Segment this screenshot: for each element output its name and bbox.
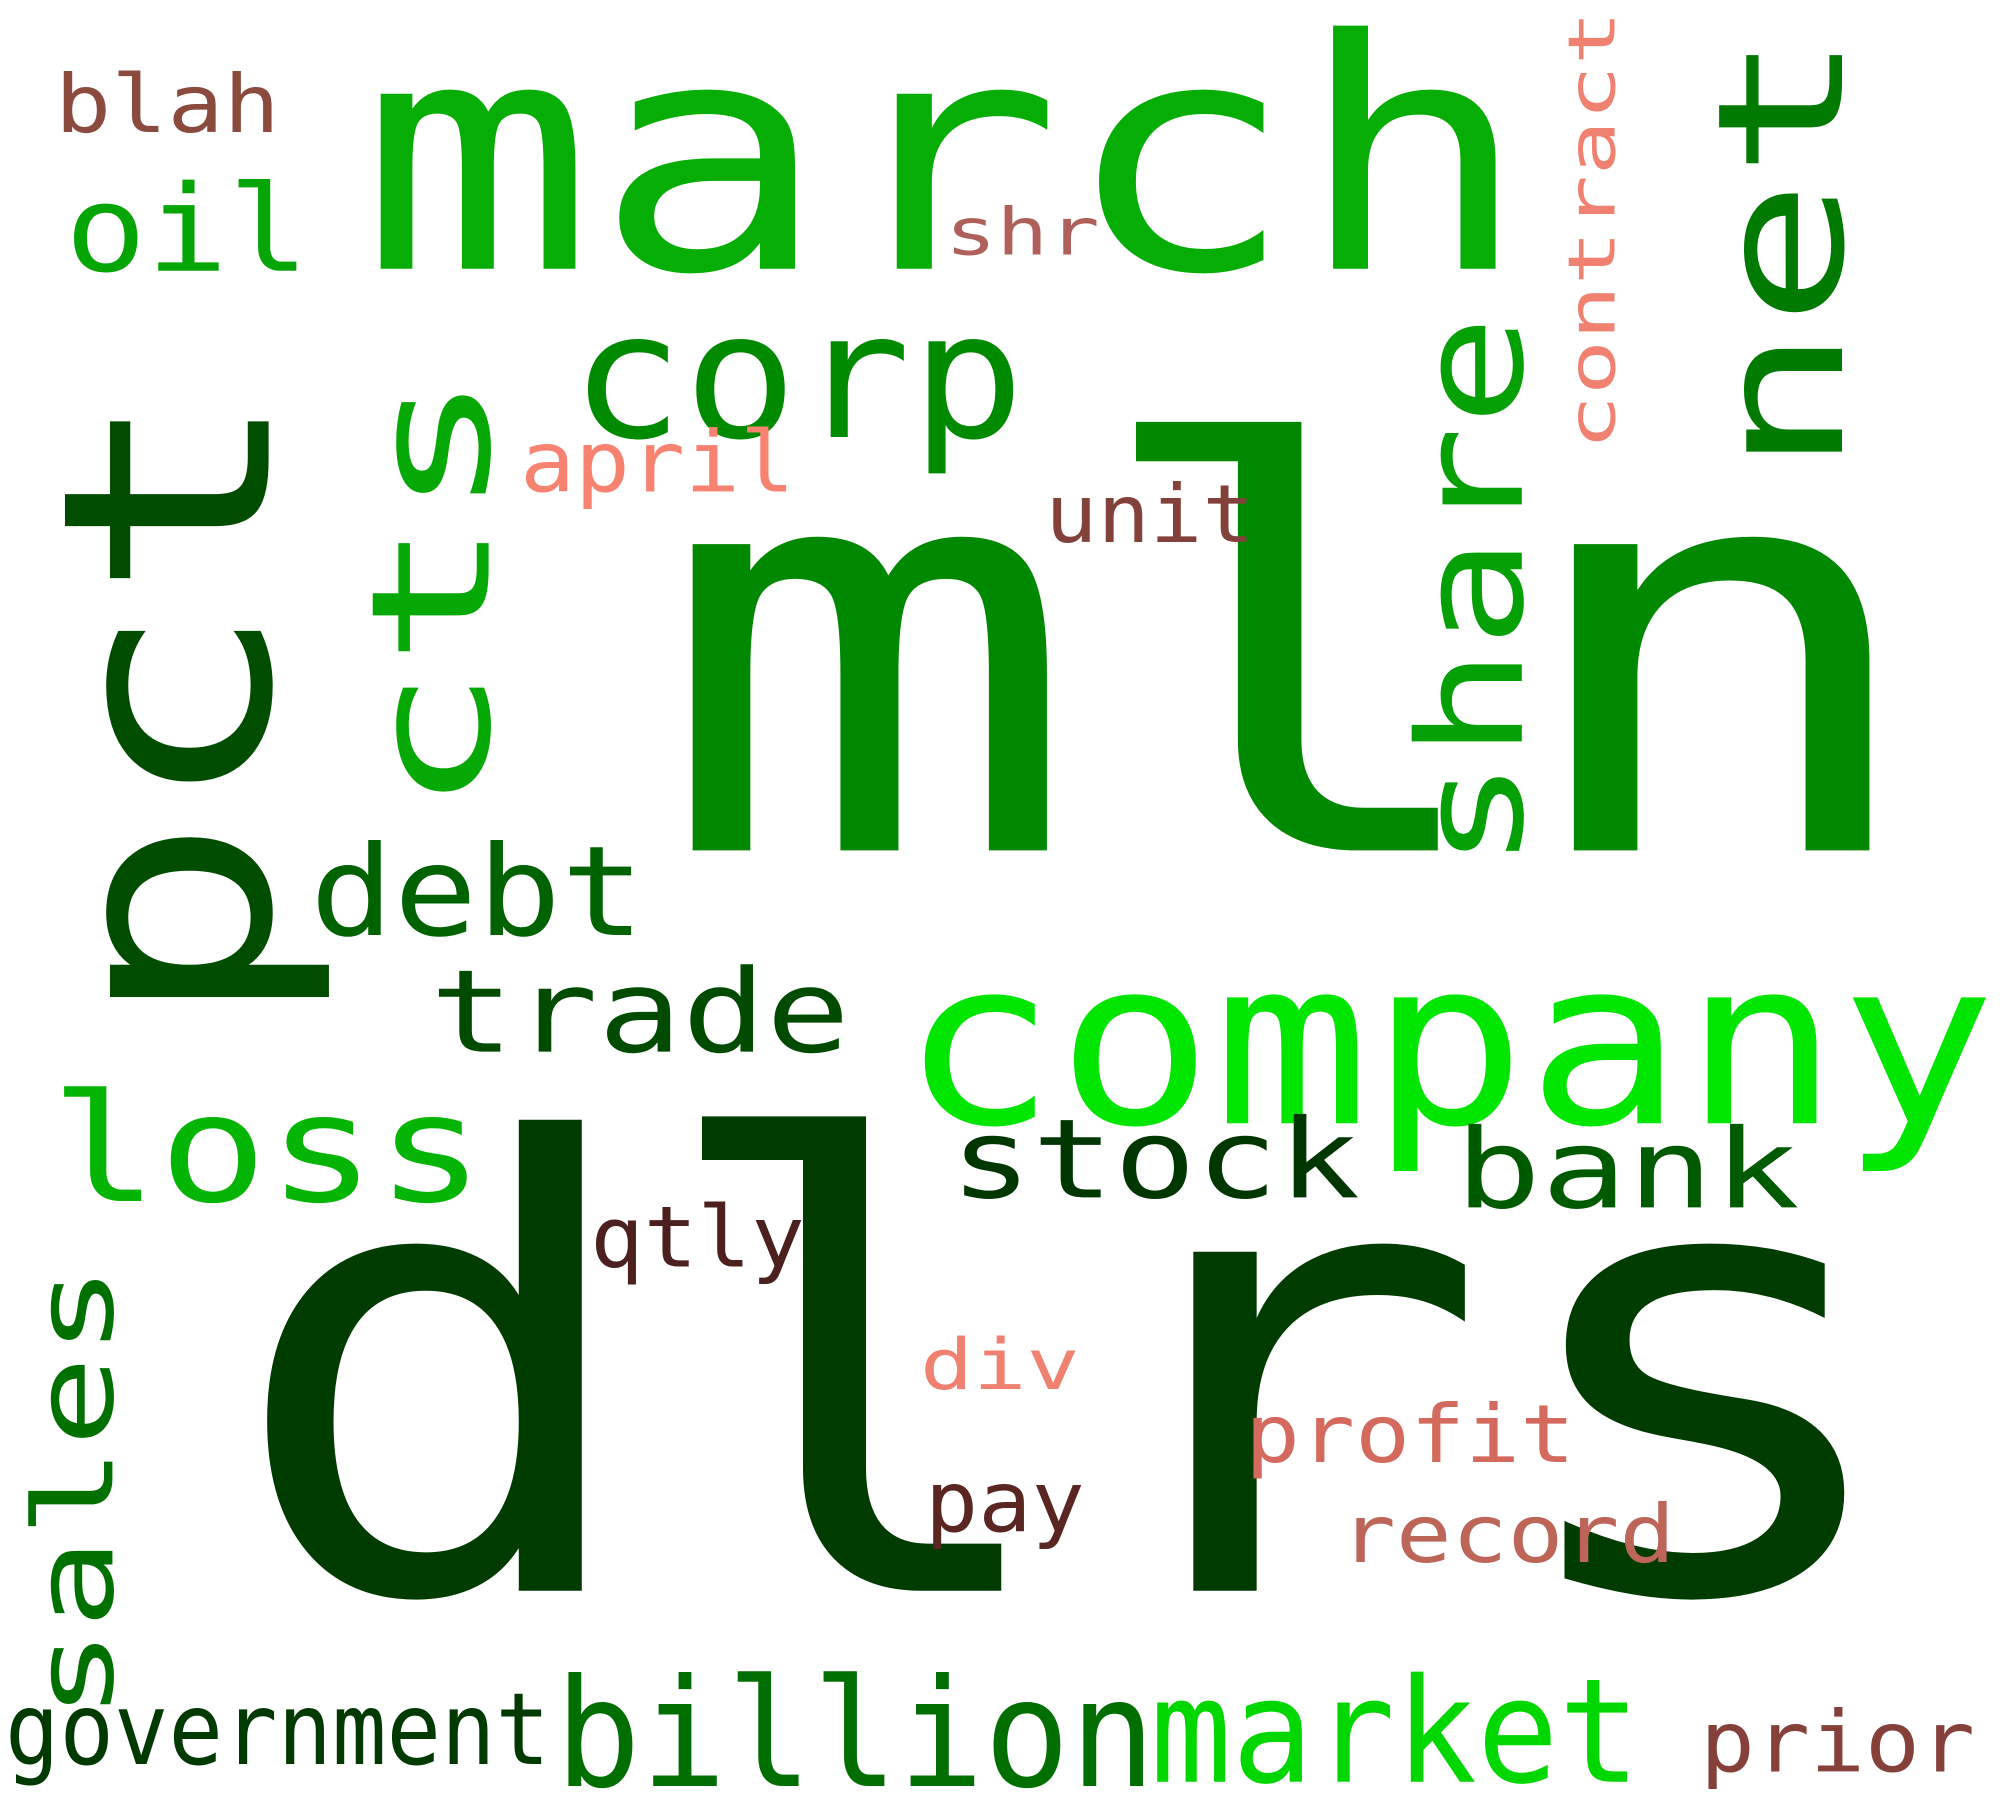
word-government: government bbox=[5, 1671, 551, 1788]
word-oil: oil bbox=[65, 159, 310, 300]
word-billion: billion bbox=[555, 1646, 1156, 1800]
word-prior: prior bbox=[1700, 1692, 1976, 1792]
word-contract: contract bbox=[1554, 10, 1631, 450]
word-net: net bbox=[1679, 30, 1884, 475]
word-unit: unit bbox=[1045, 467, 1255, 562]
word-cts: cts bbox=[335, 370, 529, 815]
word-div: div bbox=[920, 1323, 1080, 1406]
word-mln: mln bbox=[655, 329, 1933, 985]
word-shr: shr bbox=[945, 194, 1100, 271]
word-record: record bbox=[1340, 1487, 1676, 1582]
word-debt: debt bbox=[310, 818, 645, 965]
word-blah: blah bbox=[55, 57, 280, 152]
word-market: market bbox=[1150, 1646, 1641, 1800]
word-bank: bank bbox=[1455, 1105, 1800, 1234]
word-profit: profit bbox=[1245, 1387, 1576, 1482]
word-company: company bbox=[900, 909, 1997, 1179]
word-qtly: qtly bbox=[590, 1187, 805, 1287]
word-loss: loss bbox=[50, 1061, 485, 1237]
word-march: march bbox=[360, 0, 1531, 346]
word-stock: stock bbox=[950, 1095, 1361, 1224]
word-share: share bbox=[1386, 314, 1557, 870]
word-dlrs: dlrs bbox=[225, 1014, 1914, 1740]
word-pct: pct bbox=[0, 386, 339, 1031]
word-corp: corp bbox=[570, 274, 1025, 479]
word-trade: trade bbox=[430, 944, 851, 1080]
word-april: april bbox=[520, 412, 796, 512]
word-pay: pay bbox=[925, 1452, 1085, 1552]
word-sales: sales bbox=[10, 1264, 139, 1720]
